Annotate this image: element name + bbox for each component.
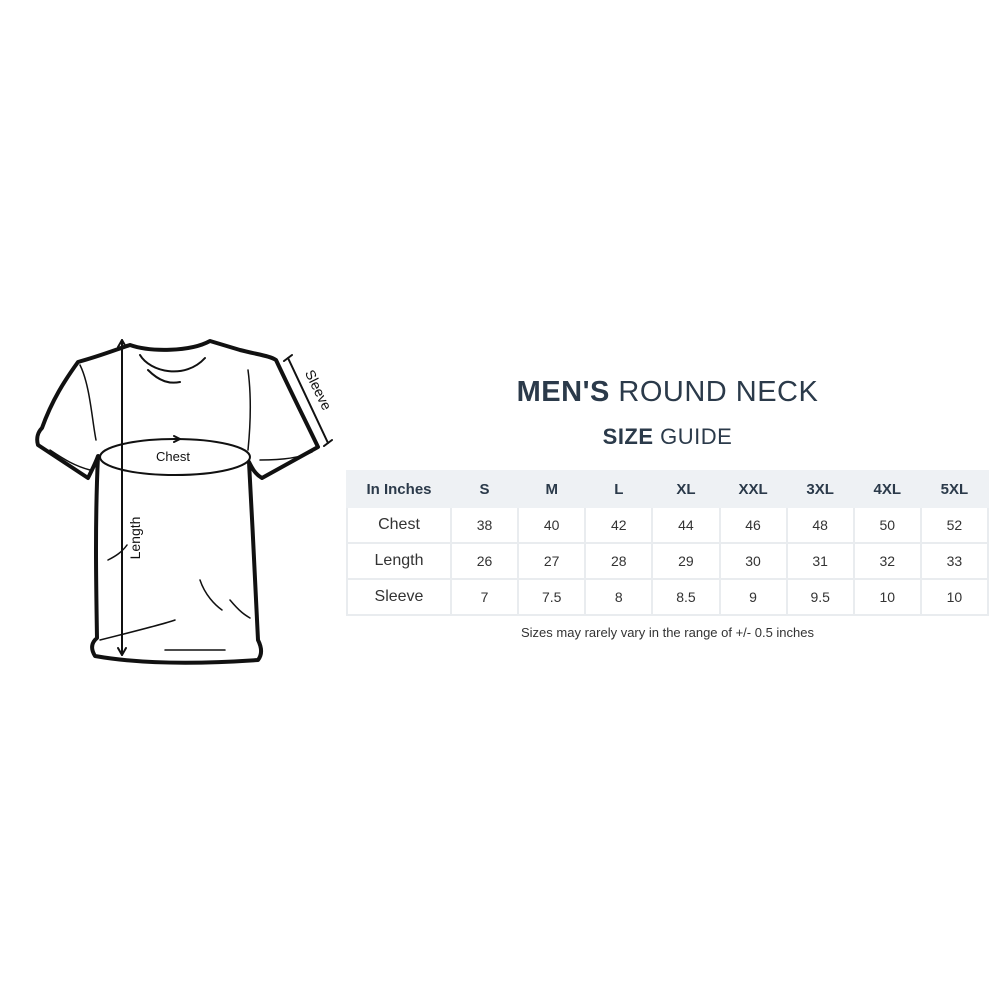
table-cell: 42 bbox=[584, 506, 654, 544]
header-size: 5XL bbox=[919, 470, 990, 508]
chest-arrow-icon bbox=[173, 435, 181, 443]
table-cell: 7 bbox=[449, 578, 520, 616]
title-light: ROUND NECK bbox=[618, 376, 819, 408]
table-cell: 38 bbox=[449, 506, 520, 544]
table-cell: 10 bbox=[919, 578, 990, 616]
table-row: Chest 38 40 42 44 46 48 50 52 bbox=[346, 506, 990, 544]
header-size: L bbox=[584, 470, 654, 508]
tshirt-outline bbox=[35, 339, 320, 665]
sleeve-label: Sleeve bbox=[302, 367, 335, 413]
table-cell: 50 bbox=[852, 506, 922, 544]
subtitle-bold: SIZE bbox=[602, 424, 654, 449]
header-size: S bbox=[449, 470, 520, 508]
table-row: Length 26 27 28 29 30 31 32 33 bbox=[346, 542, 990, 580]
fold-lines bbox=[49, 364, 313, 651]
length-arrow-icon bbox=[117, 339, 127, 656]
tshirt-diagram: Chest Length Sleeve bbox=[35, 339, 335, 665]
table-cell: 8 bbox=[584, 578, 654, 616]
table-cell: 8.5 bbox=[651, 578, 721, 616]
header-size: XL bbox=[651, 470, 721, 508]
header-size: 4XL bbox=[852, 470, 922, 508]
table-cell: 7.5 bbox=[517, 578, 587, 616]
size-table: In Inches S M L XL XXL 3XL 4XL 5XL Chest 38 40 42 44… bbox=[346, 470, 990, 616]
table-cell: 9 bbox=[718, 578, 788, 616]
table-cell: 28 bbox=[584, 542, 654, 580]
page-subtitle: SIZE GUIDE bbox=[346, 424, 989, 450]
table-cell: 46 bbox=[718, 506, 788, 544]
sleeve-measure-line bbox=[287, 357, 329, 444]
length-label: Length bbox=[127, 517, 143, 560]
table-cell: 40 bbox=[517, 506, 587, 544]
row-label: Chest bbox=[346, 506, 452, 544]
table-cell: 26 bbox=[449, 542, 520, 580]
row-label: Sleeve bbox=[346, 578, 452, 616]
title-bold: MEN'S bbox=[516, 376, 610, 408]
header-size: XXL bbox=[718, 470, 788, 508]
table-cell: 31 bbox=[785, 542, 855, 580]
header-units: In Inches bbox=[346, 470, 452, 508]
table-cell: 44 bbox=[651, 506, 721, 544]
chest-label: Chest bbox=[156, 449, 190, 464]
table-cell: 30 bbox=[718, 542, 788, 580]
collar bbox=[139, 354, 206, 384]
table-header-row: In Inches S M L XL XXL 3XL 4XL 5XL bbox=[346, 470, 990, 508]
subtitle-light: GUIDE bbox=[660, 424, 733, 449]
table-row: Sleeve 7 7.5 8 8.5 9 9.5 10 10 bbox=[346, 578, 990, 616]
sleeve-arrow-icon bbox=[283, 354, 333, 447]
table-cell: 52 bbox=[919, 506, 990, 544]
table-cell: 33 bbox=[919, 542, 990, 580]
table-cell: 10 bbox=[852, 578, 922, 616]
page-title: MEN'S ROUND NECK bbox=[346, 376, 989, 409]
table-cell: 48 bbox=[785, 506, 855, 544]
table-cell: 32 bbox=[852, 542, 922, 580]
header-size: M bbox=[517, 470, 587, 508]
table-cell: 27 bbox=[517, 542, 587, 580]
table-cell: 9.5 bbox=[785, 578, 855, 616]
size-variance-note: Sizes may rarely vary in the range of +/… bbox=[521, 625, 814, 640]
table-cell: 29 bbox=[651, 542, 721, 580]
chest-measure-ellipse bbox=[99, 438, 251, 476]
row-label: Length bbox=[346, 542, 452, 580]
header-size: 3XL bbox=[785, 470, 855, 508]
